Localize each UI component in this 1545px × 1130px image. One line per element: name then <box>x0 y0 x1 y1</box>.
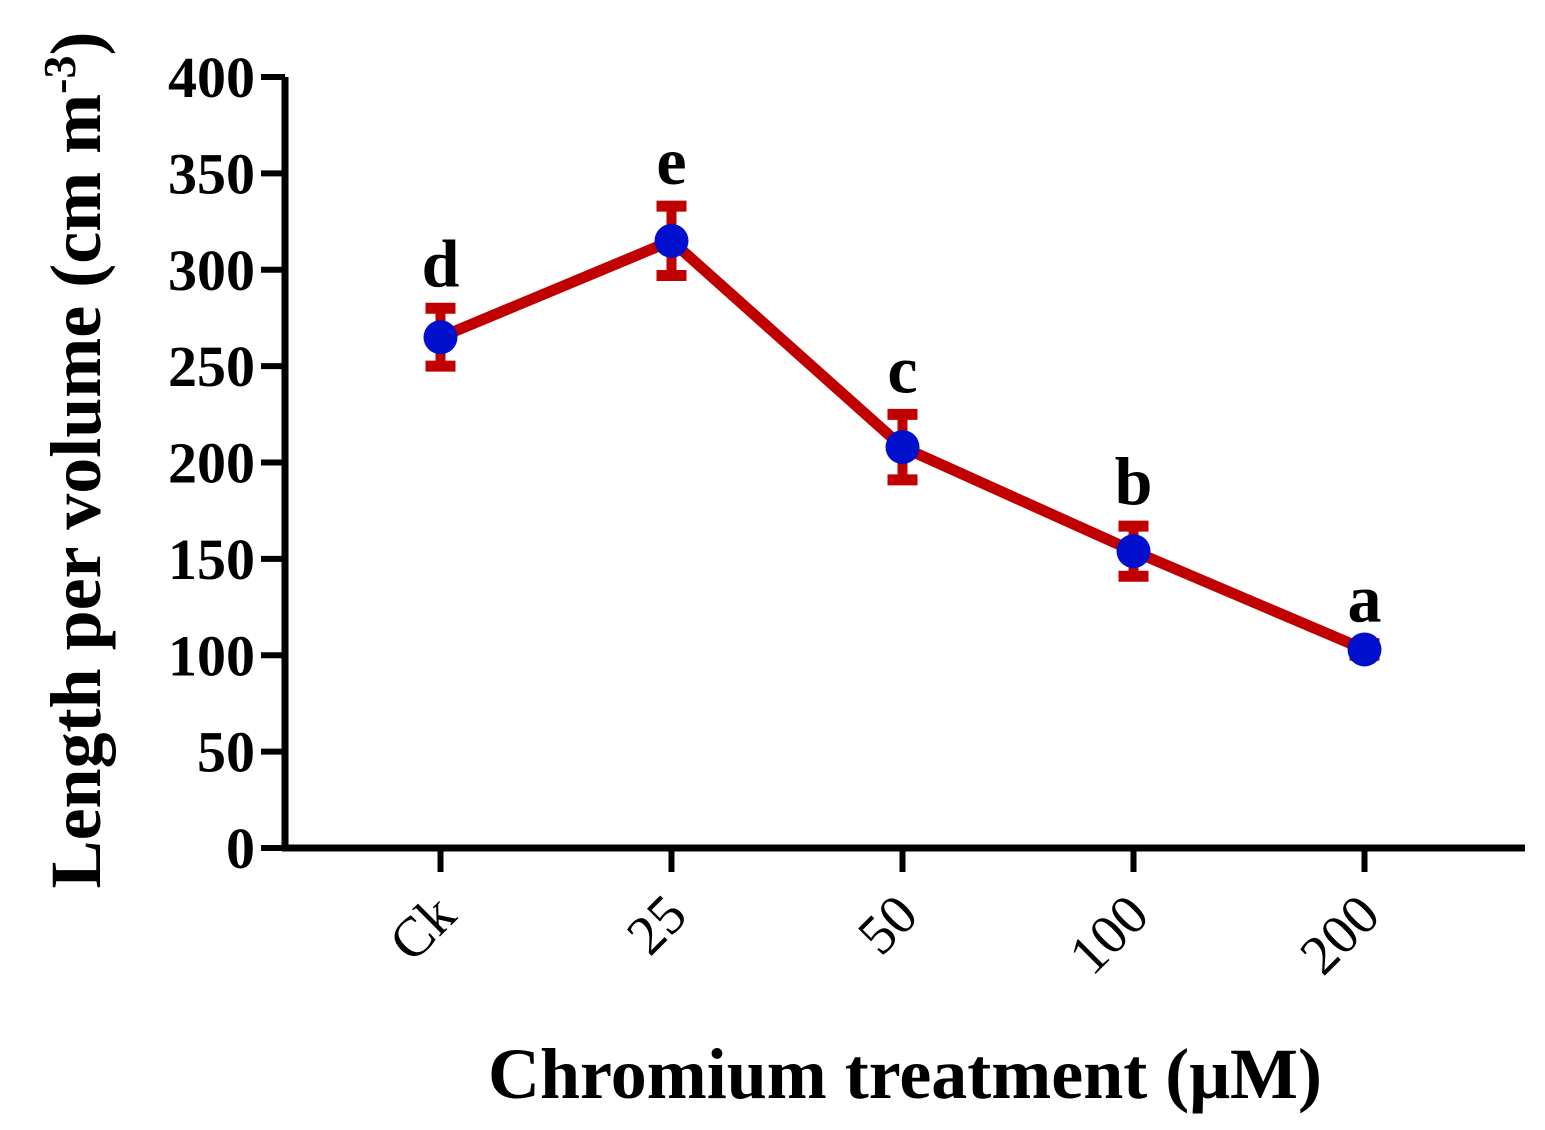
y-tick-label: 0 <box>226 816 255 881</box>
y-tick-label: 200 <box>168 431 255 496</box>
y-axis-title-main: Length per volume (cm m <box>36 94 116 889</box>
y-tick-label: 250 <box>168 334 255 399</box>
y-tick-label: 100 <box>168 623 255 688</box>
x-tick-label: 25 <box>615 883 698 966</box>
significance-letter: b <box>1115 443 1153 519</box>
data-point <box>1347 632 1382 667</box>
data-point <box>1116 534 1151 569</box>
significance-labels: d e c b a <box>422 123 1382 637</box>
significance-letter: c <box>887 331 917 407</box>
y-tick-label: 350 <box>168 141 255 206</box>
data-point <box>423 320 458 355</box>
significance-letter: d <box>422 225 460 301</box>
significance-letter: a <box>1348 561 1382 637</box>
x-tick-label: 200 <box>1288 883 1391 986</box>
x-tick-label: 50 <box>846 883 929 966</box>
data-series <box>423 200 1382 667</box>
y-tick-label: 300 <box>168 238 255 303</box>
y-tick-label: 50 <box>197 720 255 785</box>
data-point <box>885 430 920 465</box>
x-axis-ticks: Ck 25 50 100 200 <box>378 848 1392 987</box>
y-axis-ticks: 0 50 100 150 200 250 300 350 400 <box>168 45 285 881</box>
y-axis-title-close: ) <box>36 32 116 56</box>
y-tick-label: 400 <box>168 45 255 110</box>
y-tick-label: 150 <box>168 527 255 592</box>
x-tick-label: 100 <box>1057 883 1160 986</box>
significance-letter: e <box>656 123 686 199</box>
y-axis-title-superscript: -3 <box>34 56 85 94</box>
x-axis-title: Chromium treatment (μM) <box>488 1034 1322 1114</box>
y-axis-title: Length per volume (cm m-3) <box>34 32 117 889</box>
data-point <box>654 223 689 258</box>
x-tick-label: Ck <box>378 883 468 973</box>
